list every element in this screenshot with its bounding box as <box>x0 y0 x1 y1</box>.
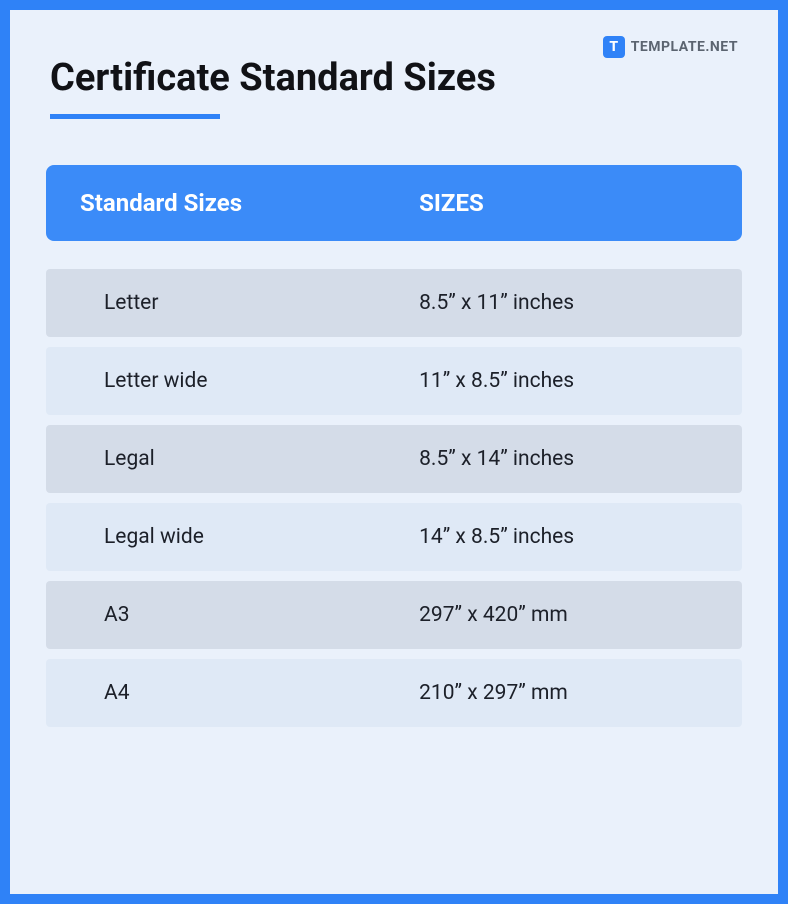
size-name: Letter wide <box>80 369 419 393</box>
table-row: Letter wide 11” x 8.5” inches <box>46 347 742 415</box>
size-name: Letter <box>80 291 419 315</box>
brand-text: TEMPLATE.NET <box>631 39 738 55</box>
table-row: Legal wide 14” x 8.5” inches <box>46 503 742 571</box>
table-row: Letter 8.5” x 11” inches <box>46 269 742 337</box>
table-row: Legal 8.5” x 14” inches <box>46 425 742 493</box>
size-value: 297” x 420” mm <box>419 603 708 627</box>
column-header-standard-sizes: Standard Sizes <box>80 189 419 217</box>
title-underline <box>50 114 220 119</box>
size-name: Legal wide <box>80 525 419 549</box>
size-name: A4 <box>80 681 419 705</box>
column-header-sizes: SIZES <box>419 189 708 217</box>
size-value: 11” x 8.5” inches <box>419 369 708 393</box>
page-card: T TEMPLATE.NET Certificate Standard Size… <box>0 0 788 904</box>
table-header: Standard Sizes SIZES <box>46 165 742 241</box>
brand-t-icon: T <box>603 36 625 58</box>
size-name: Legal <box>80 447 419 471</box>
size-value: 14” x 8.5” inches <box>419 525 708 549</box>
page-title: Certificate Standard Sizes <box>50 56 742 100</box>
size-value: 8.5” x 14” inches <box>419 447 708 471</box>
table-row: A3 297” x 420” mm <box>46 581 742 649</box>
size-value: 8.5” x 11” inches <box>419 291 708 315</box>
brand: T TEMPLATE.NET <box>603 36 738 58</box>
size-value: 210” x 297” mm <box>419 681 708 705</box>
size-name: A3 <box>80 603 419 627</box>
table-row: A4 210” x 297” mm <box>46 659 742 727</box>
